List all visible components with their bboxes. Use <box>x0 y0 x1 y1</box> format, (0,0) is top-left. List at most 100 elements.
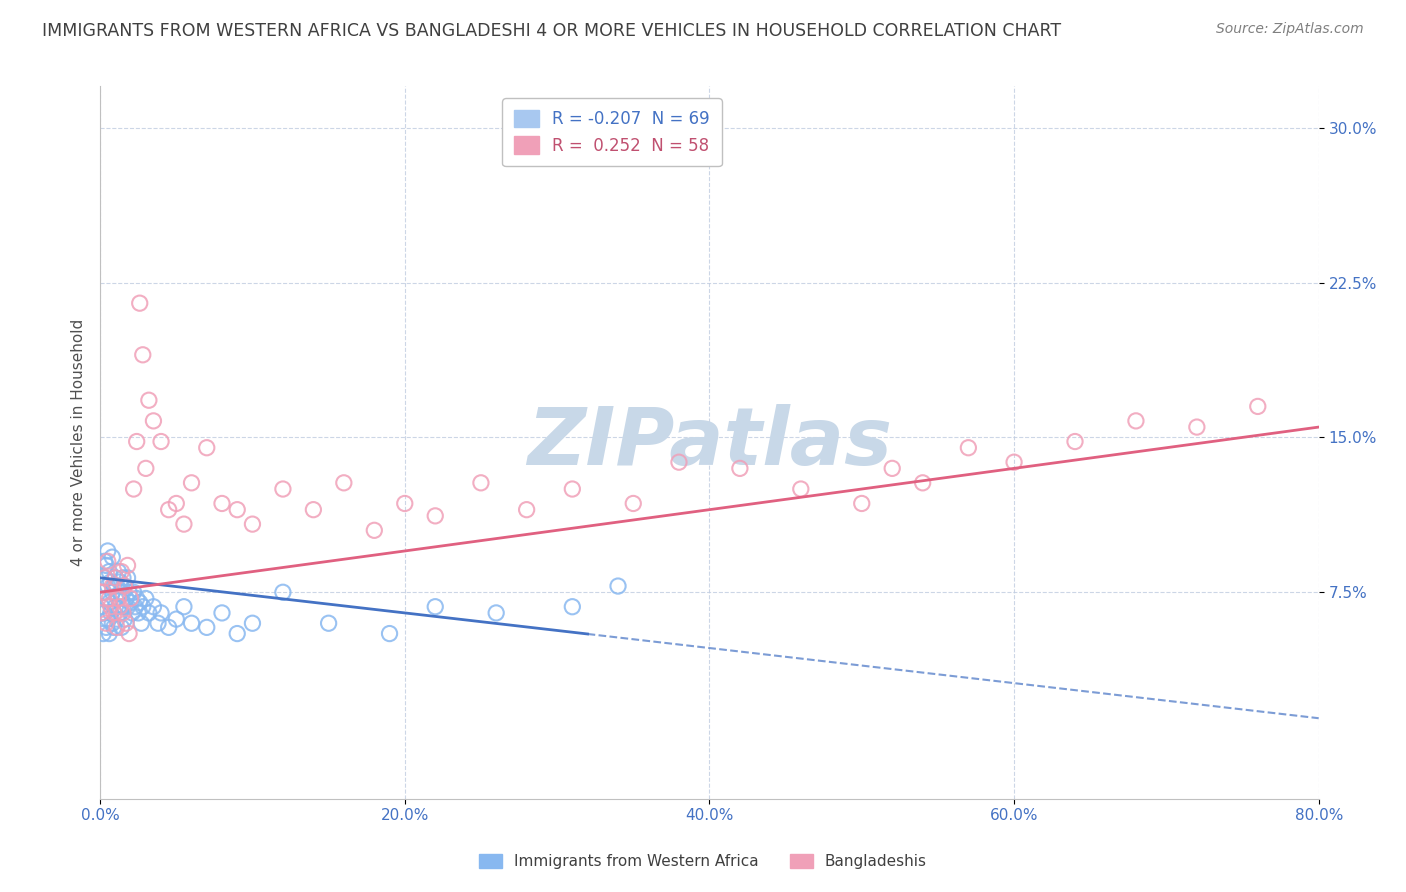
Point <box>110 620 132 634</box>
Point <box>607 579 630 593</box>
Point <box>165 612 187 626</box>
Point <box>425 508 447 523</box>
Point <box>146 616 169 631</box>
Point <box>211 606 233 620</box>
Point <box>129 616 152 631</box>
Point <box>195 441 218 455</box>
Point <box>125 434 148 449</box>
Point <box>125 591 148 606</box>
Point <box>96 591 118 606</box>
Point <box>226 626 249 640</box>
Point <box>107 565 129 579</box>
Point <box>96 558 118 573</box>
Point <box>135 461 157 475</box>
Point <box>668 455 690 469</box>
Point <box>118 626 141 640</box>
Point <box>90 599 112 614</box>
Point <box>242 616 264 631</box>
Point <box>98 591 121 606</box>
Point <box>120 591 142 606</box>
Point <box>101 579 124 593</box>
Point <box>142 599 165 614</box>
Point <box>211 496 233 510</box>
Point <box>93 606 115 620</box>
Point <box>363 524 385 538</box>
Point <box>91 626 114 640</box>
Point <box>91 585 114 599</box>
Point <box>138 606 160 620</box>
Point <box>1002 455 1025 469</box>
Point <box>561 599 583 614</box>
Point <box>120 596 142 610</box>
Point <box>195 620 218 634</box>
Point <box>114 612 136 626</box>
Point <box>117 599 139 614</box>
Point <box>100 574 122 589</box>
Point <box>100 606 122 620</box>
Point <box>98 596 121 610</box>
Point <box>1125 414 1147 428</box>
Point <box>104 599 127 614</box>
Point <box>128 596 150 610</box>
Point <box>957 441 980 455</box>
Point <box>180 475 202 490</box>
Point <box>93 571 115 585</box>
Point <box>124 599 146 614</box>
Point <box>882 461 904 475</box>
Point <box>165 496 187 510</box>
Point <box>302 502 325 516</box>
Y-axis label: 4 or more Vehicles in Household: 4 or more Vehicles in Household <box>72 319 86 566</box>
Point <box>93 554 115 568</box>
Point <box>104 571 127 585</box>
Point <box>107 591 129 606</box>
Point <box>121 606 143 620</box>
Point <box>90 606 112 620</box>
Point <box>91 585 114 599</box>
Point <box>100 599 122 614</box>
Point <box>104 571 127 585</box>
Point <box>425 599 447 614</box>
Point <box>122 585 145 599</box>
Point <box>138 393 160 408</box>
Point <box>97 554 120 568</box>
Point <box>108 574 131 589</box>
Point <box>394 496 416 510</box>
Point <box>790 482 813 496</box>
Point <box>111 599 134 614</box>
Point <box>1064 434 1087 449</box>
Legend: Immigrants from Western Africa, Bangladeshis: Immigrants from Western Africa, Banglade… <box>474 848 932 875</box>
Point <box>96 620 118 634</box>
Point <box>108 599 131 614</box>
Point <box>108 606 131 620</box>
Text: ZIPatlas: ZIPatlas <box>527 403 891 482</box>
Point <box>122 482 145 496</box>
Point <box>470 475 492 490</box>
Point <box>1247 400 1270 414</box>
Point <box>157 502 180 516</box>
Point <box>111 571 134 585</box>
Point <box>378 626 401 640</box>
Point <box>101 616 124 631</box>
Point <box>114 579 136 593</box>
Text: IMMIGRANTS FROM WESTERN AFRICA VS BANGLADESHI 4 OR MORE VEHICLES IN HOUSEHOLD CO: IMMIGRANTS FROM WESTERN AFRICA VS BANGLA… <box>42 22 1062 40</box>
Point <box>621 496 644 510</box>
Point <box>93 571 115 585</box>
Point <box>118 585 141 599</box>
Point <box>101 585 124 599</box>
Point <box>105 620 128 634</box>
Point <box>180 616 202 631</box>
Point <box>561 482 583 496</box>
Point <box>135 591 157 606</box>
Point <box>150 606 173 620</box>
Point <box>96 616 118 631</box>
Point <box>150 434 173 449</box>
Point <box>851 496 873 510</box>
Point <box>485 606 508 620</box>
Point <box>98 565 121 579</box>
Point <box>127 606 149 620</box>
Point <box>110 565 132 579</box>
Point <box>115 591 138 606</box>
Point <box>333 475 356 490</box>
Point <box>103 606 125 620</box>
Point <box>110 585 132 599</box>
